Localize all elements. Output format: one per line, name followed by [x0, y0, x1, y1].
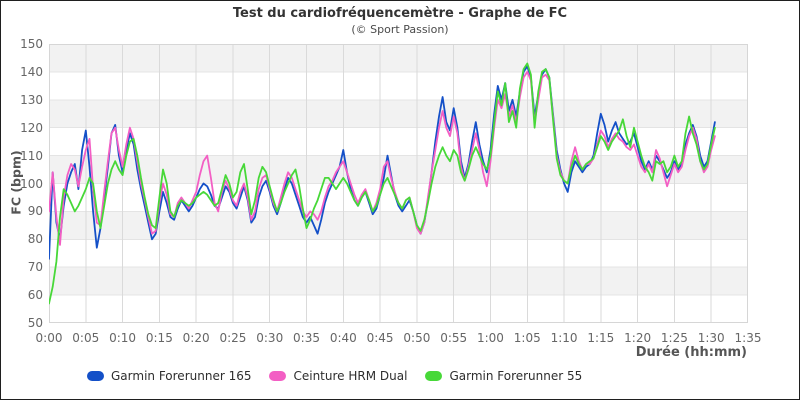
chart-legend: Garmin Forerunner 165 Ceinture HRM Dual Ga…: [87, 369, 582, 383]
y-tick-label: 90: [27, 204, 43, 219]
chart-subtitle: (© Sport Passion): [351, 23, 449, 36]
x-tick-label: 0:55: [440, 331, 468, 345]
legend-item-garmin-forerunner-55[interactable]: Garmin Forerunner 55: [425, 369, 582, 383]
legend-label: Garmin Forerunner 55: [449, 369, 583, 383]
x-tick-label: 1:00: [476, 331, 504, 345]
x-tick-label: 0:15: [145, 331, 173, 345]
y-tick-label: 100: [20, 176, 43, 191]
plot-band: [49, 211, 748, 240]
x-tick-label: 0:00: [35, 331, 63, 345]
plot-band: [49, 44, 748, 72]
plot-area: [49, 44, 748, 323]
x-tick-label: 0:30: [256, 331, 284, 345]
y-tick-label: 80: [27, 232, 43, 247]
x-tick-label: 1:20: [624, 331, 652, 345]
x-tick-label: 0:35: [293, 331, 320, 345]
legend-label: Garmin Forerunner 165: [111, 369, 252, 383]
x-tick-label: 1:15: [587, 331, 615, 345]
x-tick-label: 1:05: [513, 331, 541, 345]
x-tick-label: 0:40: [329, 331, 357, 345]
plot-border: [49, 44, 748, 323]
x-axis-title: Durée (hh:mm): [635, 345, 747, 360]
y-tick-label: 130: [20, 92, 43, 107]
y-tick-label: 150: [20, 37, 43, 51]
x-tick-label: 0:25: [219, 331, 247, 345]
legend-label: Ceinture HRM Dual: [293, 369, 408, 383]
y-tick-label: 50: [27, 316, 43, 330]
legend-item-garmin-forerunner-165[interactable]: Garmin Forerunner 165: [87, 369, 251, 383]
x-tick-label: 0:05: [72, 331, 100, 345]
y-tick-label: 120: [20, 120, 43, 135]
legend-swatch-icon: [425, 371, 443, 381]
y-tick-label: 70: [27, 260, 43, 275]
x-tick-label: 0:45: [366, 331, 394, 345]
x-tick-label: 0:20: [182, 331, 210, 345]
chart-title: Test du cardiofréquencemètre - Graphe de…: [232, 6, 568, 21]
y-tick-label: 60: [27, 288, 43, 303]
y-tick-label: 140: [20, 64, 43, 79]
x-tick-label: 1:25: [660, 331, 688, 345]
y-tick-label: 110: [20, 148, 43, 163]
legend-swatch-icon: [269, 371, 287, 381]
x-tick-label: 1:35: [734, 331, 762, 345]
plot-band: [49, 99, 748, 128]
series-line-garmin-forerunner-55: [49, 62, 716, 305]
x-tick-label: 0:10: [109, 331, 137, 345]
legend-swatch-icon: [87, 371, 104, 381]
plot-band: [49, 267, 748, 296]
x-tick-label: 1:30: [697, 331, 725, 345]
x-tick-label: 0:50: [403, 331, 431, 345]
x-tick-label: 1:10: [550, 331, 578, 345]
legend-item-ceinture-hrm-dual[interactable]: Ceinture HRM Dual: [269, 369, 407, 383]
